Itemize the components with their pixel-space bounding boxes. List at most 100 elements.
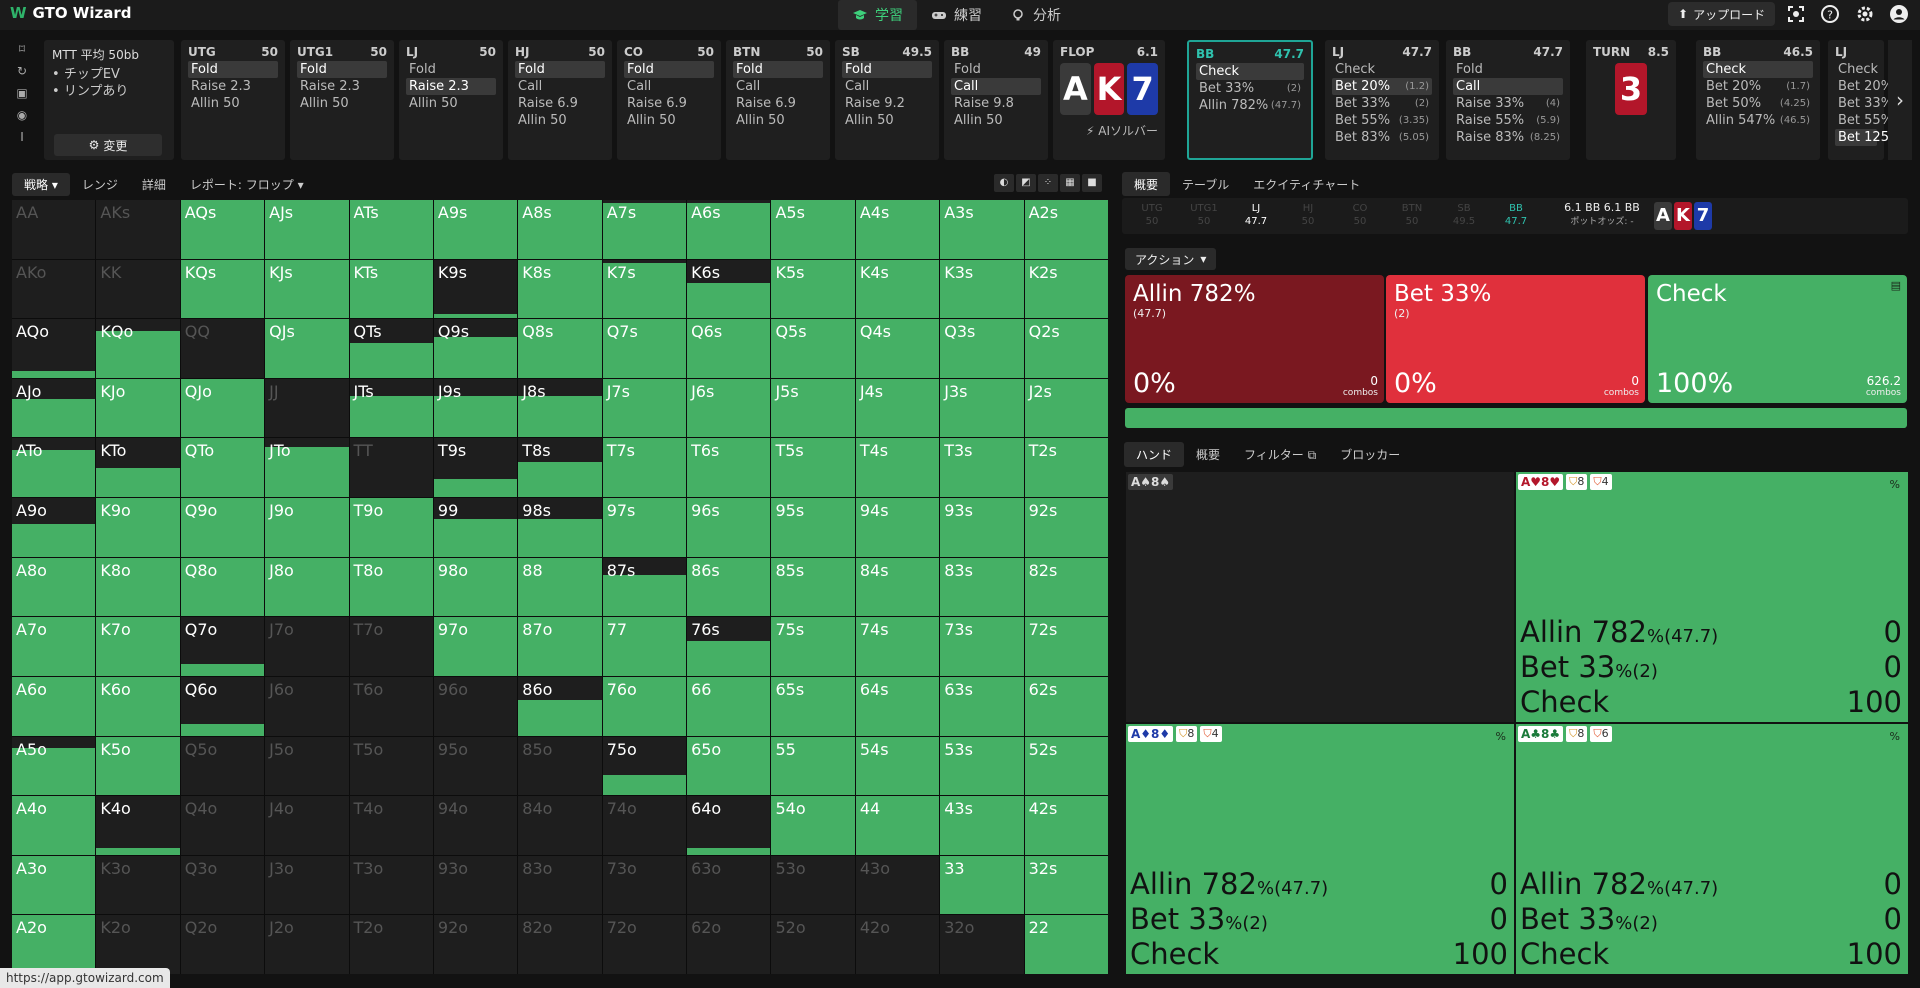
hand-cell[interactable]: 53o [771, 855, 855, 915]
hand-cell[interactable]: T5o [349, 736, 433, 796]
hand-cell[interactable]: A5o [12, 736, 96, 796]
tab-detail[interactable]: 詳細 [141, 177, 166, 192]
hand-cell[interactable]: J6o [265, 676, 349, 736]
hand-cell[interactable]: 22 [1024, 915, 1108, 974]
hand-cell[interactable]: 83s [940, 557, 1024, 617]
hand-cell[interactable]: 54o [771, 796, 855, 855]
hand-cell[interactable]: T4s [855, 438, 940, 498]
hand-cell[interactable]: AQs [180, 200, 265, 259]
hand-cell[interactable]: KQo [96, 319, 180, 378]
hand-cell[interactable]: Q7o [180, 617, 265, 676]
gamepad-small-icon[interactable]: ◉ [16, 108, 28, 122]
action-option[interactable]: Bet 50% (4.25) [1703, 95, 1813, 112]
hand-cell[interactable]: 98s [518, 498, 602, 557]
action-option[interactable]: Bet 20% (1.2) [1332, 78, 1432, 95]
hand-cell[interactable]: Q9s [433, 319, 518, 378]
position-card[interactable]: BB 47.7 Fold Call Raise 33% (4) Raise 55% (5.9)… [1446, 40, 1570, 160]
hand-cell[interactable]: 76o [602, 676, 687, 736]
combo-panel[interactable]: A♥8♥ ⛉8 ⛉4% Allin 782%(47.7) 0 Bet 33%(2) 0 Che… [1516, 472, 1908, 722]
view-compact-icon[interactable]: ⁘ [1038, 174, 1058, 192]
action-option[interactable]: Fold [297, 61, 387, 78]
action-option[interactable]: Bet 33% [1835, 95, 1893, 112]
hand-cell[interactable]: J2o [265, 915, 349, 974]
hand-cell[interactable]: K2s [1024, 259, 1108, 319]
hand-cell[interactable]: J4o [265, 796, 349, 855]
tab-overview[interactable]: 概要 [1122, 172, 1171, 196]
hand-cell[interactable]: J7o [265, 617, 349, 676]
hand-cell[interactable]: TT [349, 438, 433, 498]
hand-cell[interactable]: QJo [180, 378, 265, 438]
action-option[interactable]: Raise 2.3 [406, 78, 496, 95]
action-option[interactable]: Raise 2.3 [188, 78, 278, 95]
hand-cell[interactable]: T8o [349, 557, 433, 617]
action-option[interactable]: Allin 782% (47.7) [1196, 97, 1304, 114]
hand-cell[interactable]: 86o [518, 676, 602, 736]
hand-cell[interactable]: T7o [349, 617, 433, 676]
hand-cell[interactable]: K7s [602, 259, 687, 319]
hand-cell[interactable]: K3o [96, 855, 180, 915]
hand-cell[interactable]: K5o [96, 736, 180, 796]
card-menu-icon[interactable]: ▤ [1890, 279, 1901, 292]
hand-cell[interactable]: 63o [687, 855, 771, 915]
hand-cell[interactable]: KJo [96, 378, 180, 438]
action-option[interactable]: Check [1835, 61, 1878, 78]
hand-cell[interactable]: Q6s [687, 319, 771, 378]
hand-cell[interactable]: 73s [940, 617, 1024, 676]
action-option[interactable]: Call [1453, 78, 1563, 95]
combo-panel[interactable]: A♣8♣ ⛉8 ⛉6% Allin 782%(47.7) 0 Bet 33%(2) 0 Che… [1516, 724, 1908, 974]
ai-solver-label[interactable]: ⚡ AIソルバー [1060, 122, 1158, 139]
position-card[interactable]: LJ Check Bet 20% Bet 33% Bet 55% Bet 125% [1828, 40, 1901, 160]
action-option[interactable]: Raise 6.9 [515, 95, 605, 112]
hand-cell[interactable]: J6s [687, 378, 771, 438]
bookmark-icon[interactable]: ⌑ [18, 42, 26, 56]
action-option[interactable]: Allin 50 [406, 95, 496, 112]
hand-cell[interactable]: 65s [771, 676, 855, 736]
action-option[interactable]: Fold [1453, 61, 1563, 78]
hand-cell[interactable]: 53s [940, 736, 1024, 796]
hand-cell[interactable]: J5o [265, 736, 349, 796]
user-icon[interactable] [1889, 4, 1909, 24]
action-option[interactable]: Allin 50 [624, 112, 714, 129]
hand-cell[interactable]: 84o [518, 796, 602, 855]
action-option[interactable]: Fold [406, 61, 496, 78]
hand-cell[interactable]: Q3o [180, 855, 265, 915]
action-dropdown[interactable]: アクション ▾ [1125, 248, 1217, 270]
hand-cell[interactable]: A9s [433, 200, 518, 259]
action-option[interactable]: Allin 547% (46.5) [1703, 112, 1813, 129]
action-option[interactable]: Call [733, 78, 823, 95]
hand-cell[interactable]: A7s [602, 200, 687, 259]
position-card[interactable]: UTG1 50 Fold Raise 2.3 Allin 50 [290, 40, 394, 160]
position-card[interactable]: BB 47.7 Check Bet 33% (2) Allin 782% (47.7) [1187, 40, 1313, 160]
hand-cell[interactable]: K9o [96, 498, 180, 557]
hand-cell[interactable]: 75s [771, 617, 855, 676]
action-option[interactable]: Fold [188, 61, 278, 78]
hand-cell[interactable]: T6o [349, 676, 433, 736]
hand-cell[interactable]: 55 [771, 736, 855, 796]
position-chip[interactable]: SB 49.5 [1440, 202, 1488, 228]
hand-cell[interactable]: T2o [349, 915, 433, 974]
hand-cell[interactable]: 76s [687, 617, 771, 676]
hand-cell[interactable]: 88 [518, 557, 602, 617]
action-option[interactable]: Call [842, 78, 932, 95]
position-card[interactable]: BB 46.5 Check Bet 20% (1.7) Bet 50% (4.25) Alli… [1696, 40, 1820, 160]
action-option[interactable]: Raise 33% (4) [1453, 95, 1563, 112]
tab-hand[interactable]: ハンド [1124, 442, 1185, 467]
hand-cell[interactable]: 94o [433, 796, 518, 855]
action-option[interactable]: Fold [951, 61, 1041, 78]
action-option[interactable]: Call [951, 78, 1041, 95]
hand-cell[interactable]: A7o [12, 617, 96, 676]
position-card[interactable]: LJ 50 Fold Raise 2.3 Allin 50 [399, 40, 503, 160]
history-icon[interactable]: ↻ [16, 64, 28, 78]
action-option[interactable]: Bet 125% [1835, 129, 1901, 146]
hand-cell[interactable]: 54s [855, 736, 940, 796]
upload-button[interactable]: ⬆ アップロード [1668, 2, 1776, 26]
hand-cell[interactable]: 72s [1024, 617, 1108, 676]
action-option[interactable]: Call [624, 78, 714, 95]
position-chip[interactable]: UTG1 50 [1180, 202, 1228, 228]
save-icon[interactable]: ▣ [16, 86, 28, 100]
hand-cell[interactable]: JTs [349, 378, 433, 438]
position-card[interactable]: UTG 50 Fold Raise 2.3 Allin 50 [181, 40, 285, 160]
tab-equity-chart[interactable]: エクイティチャート [1253, 178, 1361, 192]
hand-cell[interactable]: J9o [265, 498, 349, 557]
hand-cell[interactable]: K2o [96, 915, 180, 974]
